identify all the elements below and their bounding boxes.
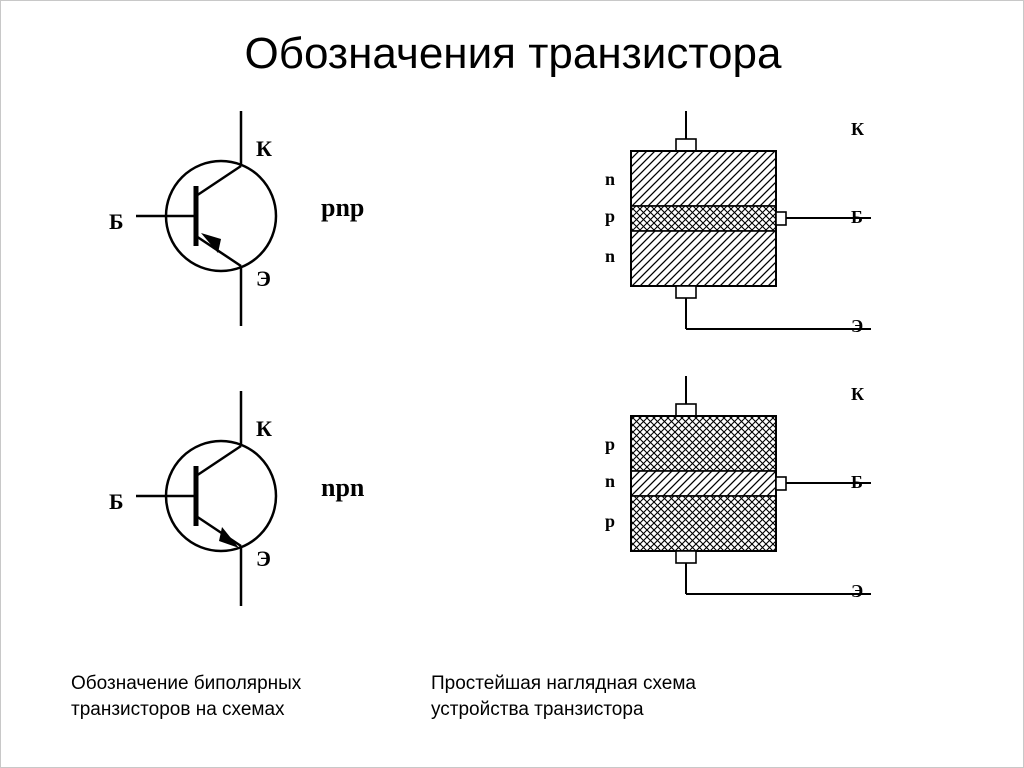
transistor-symbol-npn — [101, 391, 331, 611]
pnp-struct-collector: К — [851, 384, 864, 405]
npn-struct-layer-0: n — [605, 169, 615, 190]
npn-struct-layer-2: n — [605, 246, 615, 267]
pnp-type-label: pnp — [321, 193, 364, 223]
page-title: Обозначения транзистора — [1, 29, 1024, 79]
npn-struct-collector: К — [851, 119, 864, 140]
transistor-structure-pnp — [591, 376, 881, 611]
right-caption-line2: устройства транзистора — [431, 699, 644, 720]
npn-type-label: npn — [321, 473, 364, 503]
npn-struct-base: Б — [851, 207, 863, 228]
left-caption-line2: транзисторов на схемах — [71, 699, 285, 720]
pnp-struct-emitter: Э — [851, 581, 863, 602]
pnp-collector-label: К — [256, 136, 272, 162]
npn-emitter-label: Э — [256, 546, 271, 572]
npn-base-label: Б — [109, 489, 124, 515]
right-caption-line1: Простейшая наглядная схема — [431, 673, 696, 694]
slide: Обозначения транзистора К Б Э pnp — [0, 0, 1024, 768]
pnp-emitter-label: Э — [256, 266, 271, 292]
left-caption: Обозначение биполярных транзисторов на с… — [71, 671, 301, 722]
pnp-struct-layer-0: p — [605, 434, 615, 455]
pnp-struct-base: Б — [851, 472, 863, 493]
pnp-struct-layer-2: p — [605, 511, 615, 532]
npn-struct-layer-1: p — [605, 206, 615, 227]
right-caption: Простейшая наглядная схема устройства тр… — [431, 671, 696, 722]
transistor-structure-npn — [591, 111, 881, 346]
npn-struct-emitter: Э — [851, 316, 863, 337]
pnp-struct-layer-1: n — [605, 471, 615, 492]
npn-collector-label: К — [256, 416, 272, 442]
pnp-base-label: Б — [109, 209, 124, 235]
left-caption-line1: Обозначение биполярных — [71, 673, 301, 694]
transistor-symbol-pnp — [101, 111, 331, 331]
